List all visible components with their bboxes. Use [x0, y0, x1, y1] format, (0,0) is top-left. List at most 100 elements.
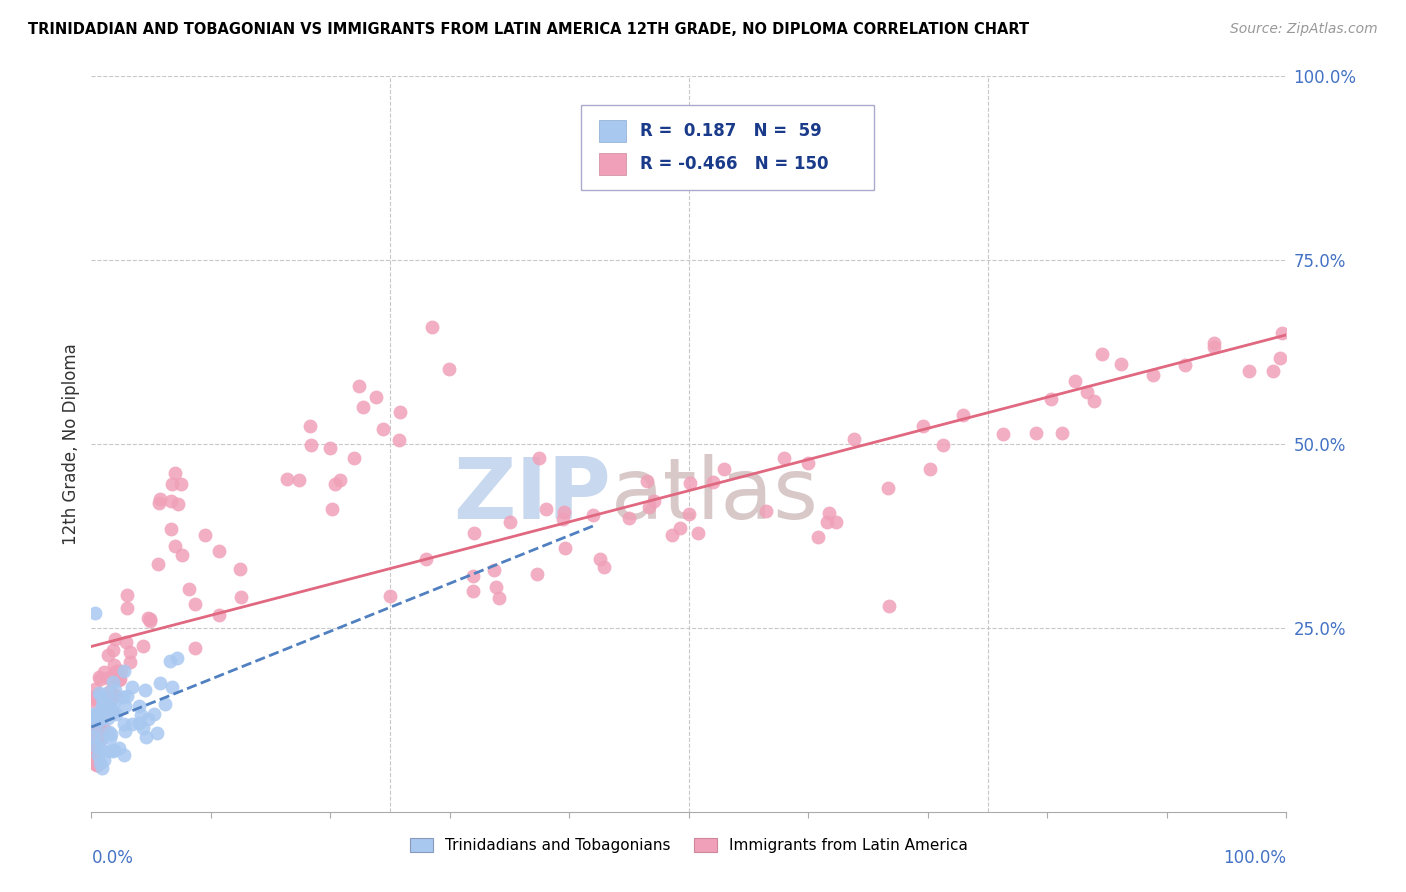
Point — [142, 706, 165, 721]
Point — [90, 741, 112, 756]
Point — [80, 728, 103, 742]
Point — [1025, 425, 1047, 440]
Point — [83, 725, 105, 739]
Point — [82, 707, 104, 722]
Point — [86, 713, 108, 727]
Point — [108, 740, 131, 755]
Point — [669, 520, 692, 534]
Point — [149, 675, 172, 690]
Point — [1083, 393, 1105, 408]
Point — [661, 528, 683, 542]
Text: Source: ZipAtlas.com: Source: ZipAtlas.com — [1230, 22, 1378, 37]
Point — [208, 607, 231, 622]
Point — [132, 721, 155, 735]
Point — [97, 648, 120, 662]
Point — [89, 722, 111, 736]
Text: 0.0%: 0.0% — [91, 848, 134, 866]
Point — [229, 562, 252, 576]
Point — [103, 705, 125, 719]
Point — [134, 682, 156, 697]
Point — [98, 698, 121, 712]
Point — [86, 715, 108, 730]
Point — [104, 632, 127, 646]
Point — [129, 708, 152, 723]
Point — [184, 597, 207, 611]
Point — [1237, 364, 1260, 378]
Point — [679, 475, 702, 490]
Point — [352, 400, 374, 414]
Point — [825, 516, 848, 530]
Point — [93, 694, 115, 708]
Bar — [599, 120, 626, 142]
Point — [643, 494, 665, 508]
Text: R = -0.466   N = 150: R = -0.466 N = 150 — [640, 155, 828, 173]
Point — [82, 745, 104, 759]
Point — [97, 690, 120, 704]
Point — [112, 747, 135, 762]
Point — [163, 539, 186, 553]
Point — [82, 690, 104, 705]
Point — [1204, 336, 1226, 351]
Point — [112, 716, 135, 731]
Point — [117, 689, 139, 703]
Point — [488, 591, 510, 606]
Point — [86, 757, 108, 772]
Point — [619, 511, 641, 525]
Point — [1076, 384, 1098, 399]
Point — [146, 726, 169, 740]
Point — [100, 692, 122, 706]
Point — [918, 462, 941, 476]
Point — [98, 744, 121, 758]
Point — [437, 361, 460, 376]
Point — [463, 526, 485, 541]
Point — [128, 716, 150, 731]
Point — [83, 606, 105, 620]
Point — [83, 748, 105, 763]
Point — [299, 418, 322, 433]
Point — [84, 739, 107, 753]
Text: 100.0%: 100.0% — [1223, 848, 1286, 866]
Point — [877, 599, 900, 613]
Point — [100, 727, 122, 741]
Point — [638, 500, 661, 514]
Point — [108, 672, 131, 686]
Text: ZIP: ZIP — [454, 454, 612, 537]
Point — [343, 450, 366, 465]
Point — [93, 665, 115, 679]
Point — [100, 683, 122, 698]
Point — [1111, 357, 1133, 371]
Point — [84, 681, 107, 696]
Point — [114, 698, 136, 713]
Point — [155, 698, 177, 712]
Point — [139, 614, 162, 628]
Point — [329, 473, 352, 487]
Point — [101, 744, 124, 758]
Point — [90, 713, 112, 727]
Point — [82, 736, 104, 750]
Point — [797, 456, 820, 470]
Point — [114, 724, 136, 739]
Point — [582, 508, 605, 522]
Point — [89, 670, 111, 684]
Point — [526, 566, 548, 581]
Point — [93, 754, 115, 768]
Bar — [599, 153, 626, 175]
Point — [115, 600, 138, 615]
Point — [121, 681, 143, 695]
Point — [128, 698, 150, 713]
Point — [177, 582, 200, 596]
Point — [83, 708, 105, 723]
Point — [807, 530, 830, 544]
Point — [159, 523, 181, 537]
Point — [877, 481, 900, 495]
Point — [107, 664, 129, 678]
Point — [159, 494, 181, 508]
Point — [105, 673, 128, 687]
Point — [82, 736, 104, 750]
Point — [347, 379, 370, 393]
Point — [842, 432, 865, 446]
Point — [98, 731, 121, 745]
Y-axis label: 12th Grade, No Diploma: 12th Grade, No Diploma — [62, 343, 80, 545]
Point — [170, 476, 193, 491]
Point — [554, 541, 576, 555]
